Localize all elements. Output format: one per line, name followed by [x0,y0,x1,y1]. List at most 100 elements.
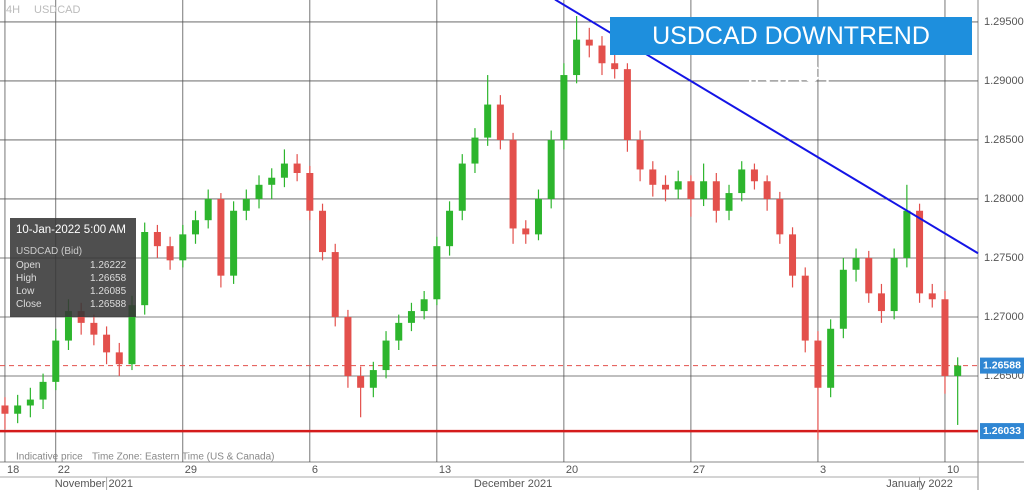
price-axis [978,0,1024,490]
x-tick-label: 22 [58,464,70,476]
y-tick-label: 1.28500 [984,134,1024,146]
price-tag [980,423,1024,440]
candle-body [852,257,860,270]
candle-body [750,169,758,182]
candle-body [916,210,924,294]
candle-body [293,163,301,173]
tooltip-label: Low [16,286,35,297]
x-tick-label: 13 [439,464,451,476]
candle-body [636,139,644,170]
tooltip-label: Open [16,260,41,271]
tooltip: 10-Jan-2022 5:00 AM USDCAD (Bid) Open 1.2… [10,218,136,317]
candle-body [928,293,936,300]
interval: 4H [6,4,20,16]
candle-body [700,181,708,199]
candle-body [204,198,212,221]
candle-body [890,257,898,312]
candle-body [560,75,568,140]
x-tick-label: 20 [566,464,578,476]
candle-body [458,163,466,211]
candle-body [547,139,555,199]
candle-body [865,257,873,294]
symbol: USDCAD [34,4,81,16]
candle-body [903,210,911,258]
candle-body [522,228,530,235]
candle-body [128,305,136,365]
price-tag-label: 1.26033 [983,425,1021,437]
candle-body [801,275,809,341]
candle-body [687,181,695,199]
candle-body [776,198,784,235]
candle-body [649,169,657,185]
y-tick-label: 1.27500 [984,252,1024,264]
candle-body [395,322,403,341]
candle-body [585,39,593,46]
month-label: January 2022 [886,478,953,490]
candle-body [280,163,288,178]
candle-body [90,322,98,335]
footer-note: Time Zone: Eastern Time (US & Canada) [92,452,274,463]
price-tag-label: 1.26588 [983,359,1021,371]
tooltip-value: 1.26085 [90,286,127,297]
month-label: November 2021 [55,478,133,490]
candle-body [573,39,581,76]
candle-body [839,269,847,329]
tooltip-value: 1.26588 [90,299,127,310]
candle-body [357,375,365,388]
candle-body [255,184,263,199]
tooltip-row: Open 1.26222 [16,260,126,271]
tooltip-name: USDCAD (Bid) [16,246,83,257]
candle-body [484,104,492,138]
candle-body [39,381,47,400]
candle-body [369,370,377,388]
candle-body [725,193,733,211]
candle-body [623,69,631,140]
candle-body [268,177,276,185]
candle-body [331,252,339,317]
month-label: December 2021 [474,478,552,490]
price-tag [980,357,1024,374]
y-tick-label: 1.27000 [984,311,1024,323]
tooltip-row: High 1.26658 [16,273,126,284]
tooltip-label: Close [16,299,42,310]
candle-body [26,399,34,406]
candle-body [827,328,835,388]
candle-body [14,405,22,414]
candle-body [763,181,771,199]
candle-body [509,139,517,229]
candle-body [230,210,238,276]
candle-body [611,63,619,70]
chart-title: USDCAD DOWNTREND INTACT [610,17,972,88]
tooltip-row: Low 1.26085 [16,286,126,297]
candle-body [64,311,72,341]
candle-body [191,220,199,235]
candle-body [941,299,949,376]
candle-body [420,299,428,312]
candle-body [814,340,822,388]
candle-body [103,334,111,353]
candle-body [407,311,415,323]
x-tick-label: 27 [693,464,705,476]
candle-body [306,172,314,211]
candle-body [712,181,720,211]
candle-body [789,234,797,276]
y-tick-label: 1.29500 [984,16,1024,28]
candle-body [598,45,606,64]
x-tick-label: 10 [947,464,959,476]
candle-body [382,340,390,371]
candle-body [471,137,479,164]
candle-body [496,104,504,140]
candle-body [153,232,161,247]
candle-body [446,210,454,247]
x-tick-label: 29 [185,464,197,476]
candle-body [534,198,542,235]
candle-body [954,365,962,376]
candle-body [115,352,123,365]
x-tick-label: 18 [7,464,19,476]
tooltip-label: High [16,273,37,284]
candle-body [738,169,746,194]
candle-body [674,181,682,190]
candle-body [662,184,670,190]
footer-note: Indicative price [16,452,83,463]
